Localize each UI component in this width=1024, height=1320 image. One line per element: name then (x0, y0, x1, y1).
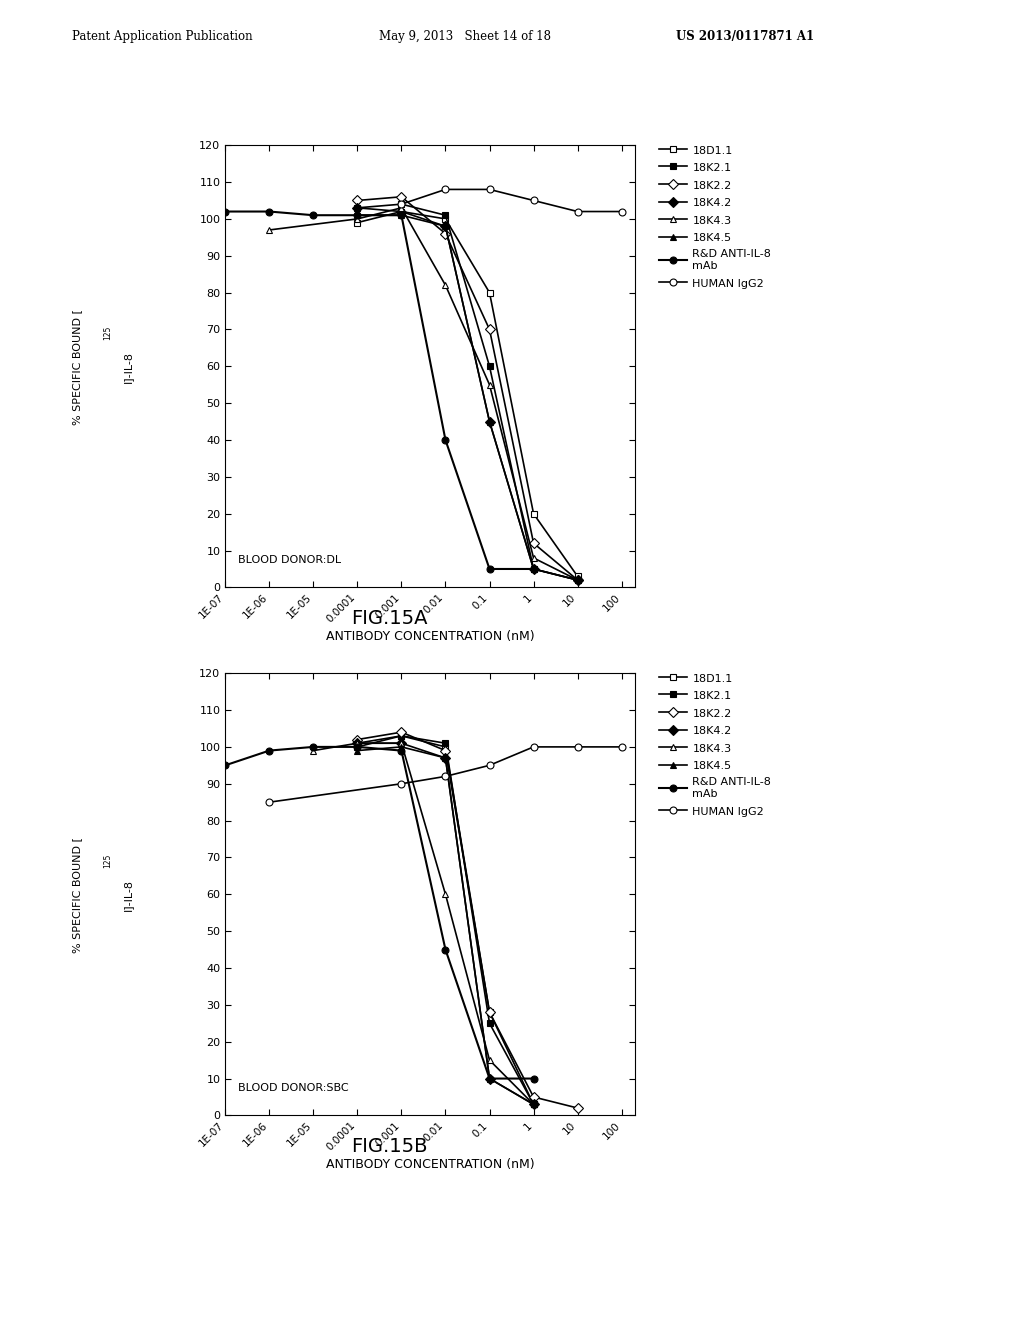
Text: BLOOD DONOR:SBC: BLOOD DONOR:SBC (238, 1084, 348, 1093)
Legend: 18D1.1, 18K2.1, 18K2.2, 18K4.2, 18K4.3, 18K4.5, R&D ANTI-IL-8
mAb, HUMAN IgG2: 18D1.1, 18K2.1, 18K2.2, 18K4.2, 18K4.3, … (656, 671, 773, 818)
Text: May 9, 2013   Sheet 14 of 18: May 9, 2013 Sheet 14 of 18 (379, 30, 551, 44)
Text: I]-IL-8: I]-IL-8 (123, 351, 133, 383)
Text: I]-IL-8: I]-IL-8 (123, 879, 133, 911)
Text: % SPECIFIC BOUND [: % SPECIFIC BOUND [ (72, 837, 82, 953)
Legend: 18D1.1, 18K2.1, 18K2.2, 18K4.2, 18K4.3, 18K4.5, R&D ANTI-IL-8
mAb, HUMAN IgG2: 18D1.1, 18K2.1, 18K2.2, 18K4.2, 18K4.3, … (656, 143, 773, 290)
Text: 125: 125 (103, 326, 112, 339)
Text: % SPECIFIC BOUND [: % SPECIFIC BOUND [ (72, 309, 82, 425)
Text: FIG.15A: FIG.15A (351, 610, 427, 628)
Text: BLOOD DONOR:DL: BLOOD DONOR:DL (238, 556, 341, 565)
Text: FIG.15B: FIG.15B (351, 1138, 427, 1156)
X-axis label: ANTIBODY CONCENTRATION (nM): ANTIBODY CONCENTRATION (nM) (326, 1159, 535, 1171)
Text: US 2013/0117871 A1: US 2013/0117871 A1 (676, 30, 814, 44)
Text: 125: 125 (103, 854, 112, 867)
X-axis label: ANTIBODY CONCENTRATION (nM): ANTIBODY CONCENTRATION (nM) (326, 631, 535, 643)
Text: Patent Application Publication: Patent Application Publication (72, 30, 252, 44)
